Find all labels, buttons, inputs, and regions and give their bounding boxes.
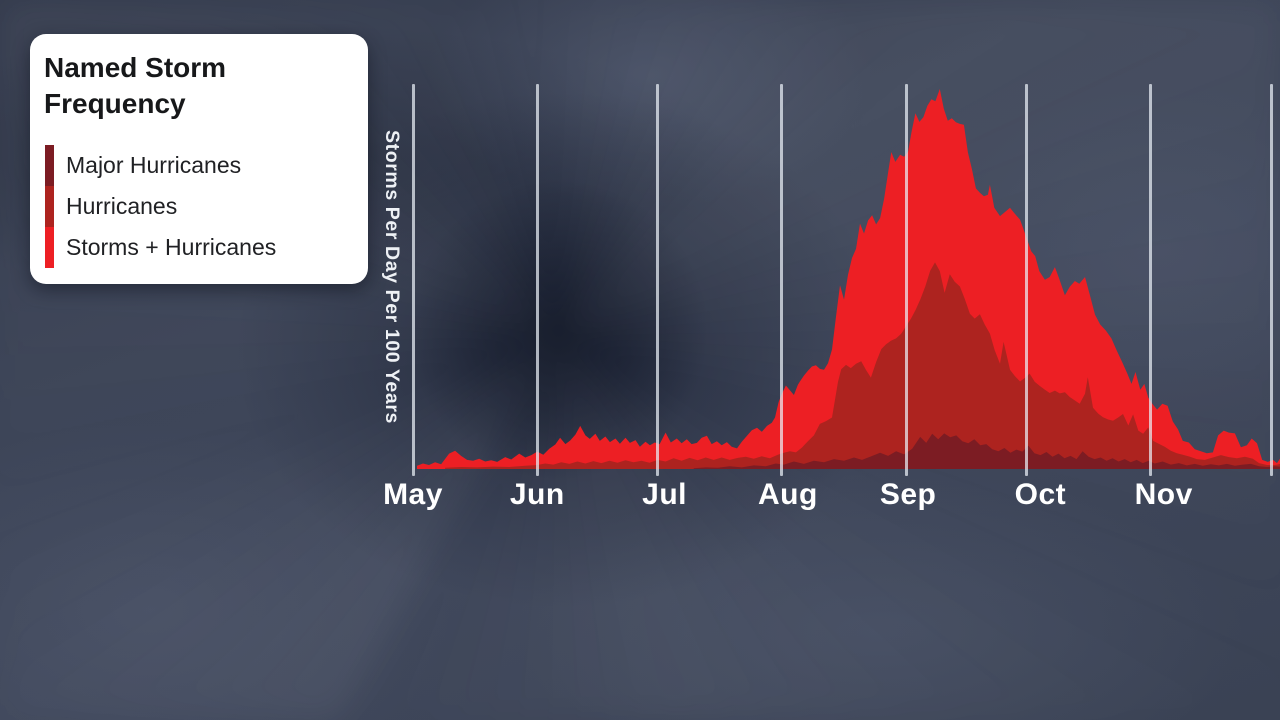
- legend-row-hurricanes: Hurricanes: [45, 186, 358, 227]
- x-axis-label-jun: Jun: [509, 478, 565, 511]
- gridline-may: [411, 84, 415, 476]
- gridline-oct: [1024, 84, 1028, 476]
- area-series-storms-hurricanes: [417, 89, 1280, 469]
- legend-label: Hurricanes: [66, 193, 178, 219]
- x-axis-label-oct: Oct: [1014, 478, 1067, 511]
- x-axis-label-nov: Nov: [1134, 478, 1193, 511]
- storms-hurricanes-swatch: [45, 227, 54, 268]
- legend-card: Named Storm Frequency Major Hurricanes H…: [30, 34, 368, 284]
- x-axis-label-may: May: [383, 478, 443, 511]
- storm-frequency-area-chart: [417, 89, 1280, 469]
- x-axis-label-sep: Sep: [879, 478, 937, 511]
- chart-title: Named Storm Frequency: [44, 52, 227, 119]
- gridline-dec: [1269, 84, 1273, 476]
- legend-label: Storms + Hurricanes: [66, 234, 277, 260]
- legend-row-major-hurricanes: Major Hurricanes: [45, 145, 358, 186]
- legend-label: Major Hurricanes: [66, 152, 242, 178]
- y-axis-label: Storms Per Day Per 100 Years: [381, 129, 403, 424]
- gridline-aug: [780, 84, 784, 476]
- gridline-sep: [904, 84, 908, 476]
- major-hurricanes-swatch: [45, 145, 54, 186]
- x-axis-label-aug: Aug: [757, 478, 818, 511]
- area-series-hurricanes: [445, 262, 1280, 469]
- legend-row-storms-hurricanes: Storms + Hurricanes: [45, 227, 358, 268]
- legend-items: Major Hurricanes Hurricanes Storms + Hur…: [45, 145, 358, 268]
- gridline-jul: [656, 84, 660, 476]
- gridline-nov: [1149, 84, 1153, 476]
- x-axis-label-jul: Jul: [642, 478, 688, 511]
- area-series-major-hurricanes: [693, 433, 1280, 469]
- hurricanes-swatch: [45, 186, 54, 227]
- gridline-jun: [535, 84, 539, 476]
